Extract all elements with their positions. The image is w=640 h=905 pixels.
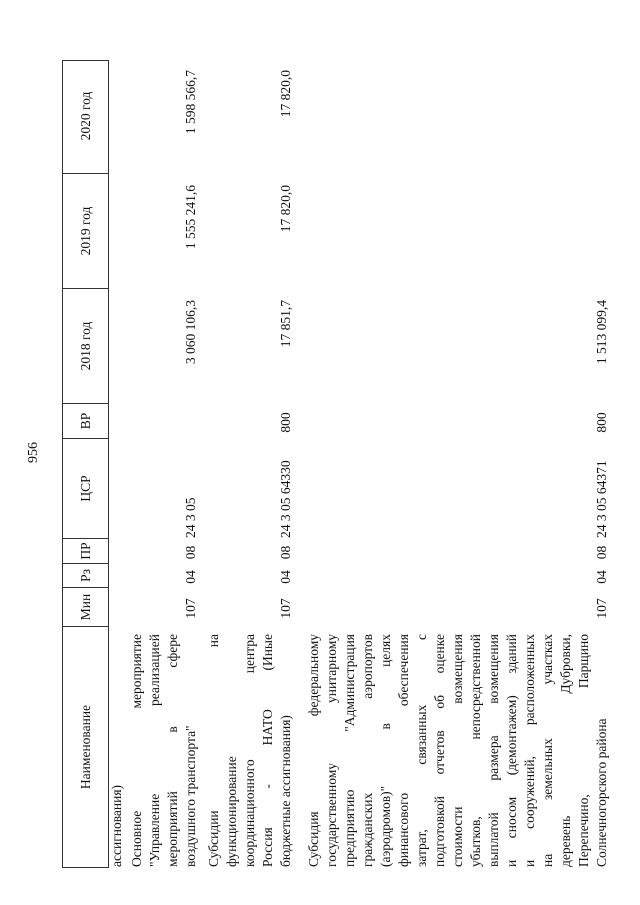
header-csr: ЦСР bbox=[63, 439, 108, 539]
cell-y2020: 17 820,0 bbox=[278, 70, 293, 118]
name-line: убытков, непосредственной bbox=[468, 634, 483, 867]
name-line: на земельных участках bbox=[540, 634, 555, 867]
name-line: Россия - НАТО (Иные bbox=[260, 634, 275, 867]
name-line: воздушного транспорта" bbox=[183, 725, 198, 867]
cell-min: 107 bbox=[594, 598, 609, 619]
name-line: "Управление реализацией bbox=[147, 634, 162, 867]
row-name: Субсидии на функционирование координационн… bbox=[205, 628, 295, 868]
name-line: координационного центра bbox=[242, 634, 257, 867]
header-rz: Рз bbox=[63, 564, 108, 588]
name-line: Основное мероприятие bbox=[129, 634, 144, 867]
table-row: Субсидии на функционирование координационн… bbox=[205, 60, 295, 868]
cell-rz: 04 bbox=[594, 570, 609, 584]
name-line: Перепечино, Парщино bbox=[576, 634, 591, 867]
cell-y2020: 1 598 566,7 bbox=[183, 70, 198, 135]
name-line: Субсидии на bbox=[206, 634, 221, 867]
header-2018: 2018 год bbox=[63, 289, 108, 404]
continuation-text: ассигнования) bbox=[109, 784, 124, 867]
header-2019: 2019 год bbox=[63, 174, 108, 289]
header-min: Мин bbox=[63, 588, 108, 627]
header-pr: ПР bbox=[63, 539, 108, 564]
name-line: и сносом (демонтажем) зданий bbox=[504, 634, 519, 867]
table-row: Субсидия федеральному государственному ун… bbox=[305, 60, 611, 868]
name-line: (аэродромов)" в целях bbox=[378, 634, 393, 867]
cell-y2019: 17 820,0 bbox=[278, 185, 293, 233]
name-line: мероприятий в сфере bbox=[165, 634, 180, 867]
cell-y2019: 1 555 241,6 bbox=[183, 185, 198, 250]
name-line: стоимости возмещения bbox=[450, 634, 465, 867]
cell-csr: 24 3 05 64330 bbox=[278, 460, 293, 538]
cell-pr: 08 bbox=[278, 545, 293, 560]
cell-csr: 24 3 05 bbox=[183, 497, 198, 539]
name-line: выплатой размера возмещения bbox=[486, 634, 501, 867]
cell-min: 107 bbox=[183, 598, 198, 619]
name-line: государственному унитарному bbox=[324, 634, 339, 867]
table-header: Наименование Мин Рз ПР ЦСР ВР 2018 год 2… bbox=[62, 59, 109, 868]
name-line: финансового обеспечения bbox=[396, 634, 411, 867]
page-number: 956 bbox=[26, 442, 41, 463]
name-line: подготовкой отчетов об оценке bbox=[432, 634, 447, 867]
name-line: функционирование bbox=[224, 756, 239, 867]
cell-vr: 800 bbox=[278, 412, 293, 433]
name-line: деревень Дубровки, bbox=[558, 634, 573, 867]
cell-y2018: 1 513 099,4 bbox=[594, 300, 609, 365]
row-name: Субсидия федеральному государственному ун… bbox=[305, 628, 611, 868]
name-line: Субсидия федеральному bbox=[306, 634, 321, 867]
header-vr: ВР bbox=[63, 404, 108, 439]
cell-csr: 24 3 05 64371 bbox=[594, 460, 609, 538]
cell-rz: 04 bbox=[278, 570, 293, 584]
cell-y2018: 17 851,7 bbox=[278, 300, 293, 348]
name-line: и сооружений, расположенных bbox=[522, 634, 537, 867]
header-name: Наименование bbox=[77, 704, 93, 790]
row-name: Основное мероприятие "Управление реализац… bbox=[128, 628, 200, 868]
header-2020: 2020 год bbox=[63, 59, 108, 174]
cell-vr: 800 bbox=[594, 412, 609, 433]
cell-rz: 04 bbox=[183, 570, 198, 584]
name-line: гражданских аэропортов bbox=[360, 634, 375, 867]
name-line: предприятию "Администрация bbox=[342, 634, 357, 867]
name-line: бюджетные ассигнования) bbox=[278, 715, 293, 867]
table-row: Основное мероприятие "Управление реализац… bbox=[128, 60, 200, 868]
name-line: затрат, связанных с bbox=[414, 634, 429, 867]
cell-min: 107 bbox=[278, 598, 293, 619]
cell-y2018: 3 060 106,3 bbox=[183, 300, 198, 365]
name-line: Солнечногорского района bbox=[594, 718, 609, 867]
cell-pr: 08 bbox=[183, 545, 198, 560]
cell-pr: 08 bbox=[594, 545, 609, 560]
